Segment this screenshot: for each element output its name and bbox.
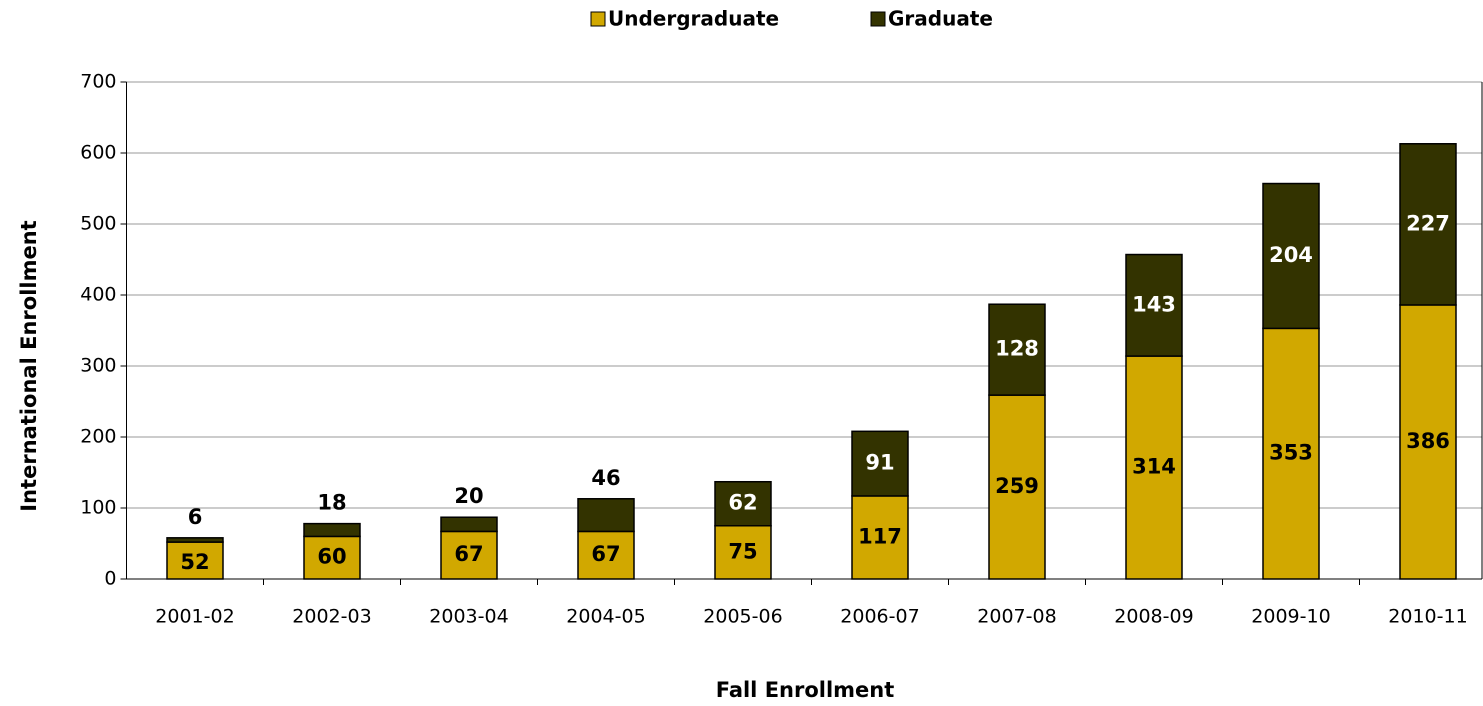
x-tick-label: 2002-03 <box>292 606 371 628</box>
bar-segment <box>1262 327 1320 580</box>
legend-label: Undergraduate <box>608 7 779 31</box>
y-tick-label: 300 <box>80 355 116 377</box>
data-label: 386 <box>1406 429 1450 453</box>
x-tick-label: 2010-11 <box>1388 606 1467 628</box>
bar-segment <box>303 535 361 580</box>
bar-segment <box>714 480 772 527</box>
data-label: 128 <box>995 337 1039 361</box>
bar-segment <box>1399 304 1457 580</box>
data-label: 20 <box>454 484 483 508</box>
x-tick-label: 2009-10 <box>1251 606 1330 628</box>
y-tick-label: 100 <box>80 497 116 519</box>
data-label: 75 <box>728 539 757 563</box>
y-tick-label: 200 <box>80 426 116 448</box>
data-label: 62 <box>728 491 757 515</box>
bar-segment <box>988 394 1046 580</box>
bar-segment <box>1399 143 1457 306</box>
bar-segment <box>166 537 224 543</box>
bar-segment <box>988 303 1046 396</box>
bar-segment <box>851 495 909 580</box>
bar-segment <box>440 530 498 580</box>
data-label: 143 <box>1132 292 1176 316</box>
bar-segment <box>577 530 635 580</box>
x-tick-label: 2003-04 <box>429 606 508 628</box>
legend-swatch <box>590 11 606 27</box>
data-label: 6 <box>188 505 203 529</box>
data-label: 52 <box>180 550 209 574</box>
data-label: 259 <box>995 474 1039 498</box>
data-label: 46 <box>591 466 620 490</box>
data-label: 18 <box>317 491 346 515</box>
bar-segment <box>1125 253 1183 357</box>
bar-segment <box>440 516 498 533</box>
data-label: 67 <box>454 542 483 566</box>
bar-segment <box>851 430 909 497</box>
x-tick-label: 2001-02 <box>155 606 234 628</box>
legend-swatch <box>870 11 886 27</box>
bar-segment <box>1262 182 1320 330</box>
x-tick-label: 2008-09 <box>1114 606 1193 628</box>
x-tick-label: 2007-08 <box>977 606 1056 628</box>
data-label: 227 <box>1406 211 1450 235</box>
y-tick-label: 700 <box>80 71 116 93</box>
data-label: 314 <box>1132 455 1176 479</box>
y-tick-label: 400 <box>80 284 116 306</box>
y-tick-label: 0 <box>104 568 116 590</box>
data-label: 117 <box>858 524 902 548</box>
data-label: 67 <box>591 542 620 566</box>
y-axis-title: International Enrollment <box>17 220 41 511</box>
y-tick-label: 600 <box>80 142 116 164</box>
data-label: 204 <box>1269 243 1313 267</box>
data-label: 353 <box>1269 441 1313 465</box>
x-tick-label: 2005-06 <box>703 606 782 628</box>
bar-segment <box>166 541 224 580</box>
data-label: 91 <box>865 451 894 475</box>
bar-segment <box>577 498 635 533</box>
bar-segment <box>1125 355 1183 580</box>
y-tick-label: 500 <box>80 213 116 235</box>
x-tick-label: 2006-07 <box>840 606 919 628</box>
data-label: 60 <box>317 545 346 569</box>
bar-segment <box>303 522 361 538</box>
legend-label: Graduate <box>888 7 993 31</box>
x-tick-label: 2004-05 <box>566 606 645 628</box>
x-axis-title: Fall Enrollment <box>716 678 895 702</box>
